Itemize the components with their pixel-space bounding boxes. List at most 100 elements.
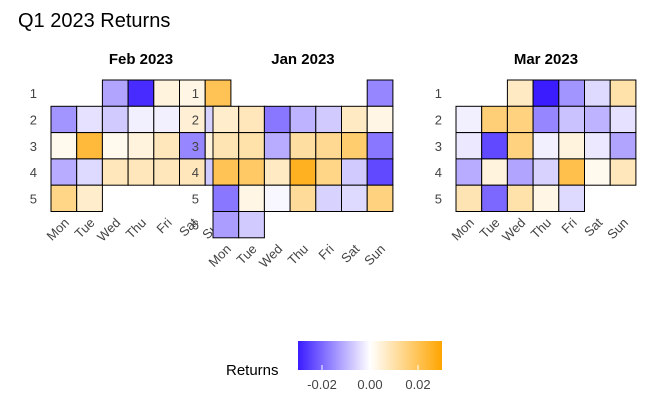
heatmap-cell xyxy=(76,184,103,212)
heatmap-cell xyxy=(76,158,103,186)
heatmap-cell xyxy=(481,105,508,134)
heatmap-cell xyxy=(506,79,534,107)
heatmap-cell xyxy=(127,132,155,160)
weekday-tick-label: Mon xyxy=(43,215,71,243)
weekday-tick-label: Thu xyxy=(123,215,149,241)
heatmap-cell xyxy=(609,158,637,186)
heatmap-cell xyxy=(50,184,78,212)
heatmap-cell xyxy=(263,158,291,186)
heatmap-cell xyxy=(238,105,265,134)
heatmap-cell xyxy=(584,132,611,160)
heatmap-cell xyxy=(366,184,394,212)
heatmap-cell xyxy=(289,158,317,186)
heatmap-cell xyxy=(609,105,637,134)
heatmap-cell xyxy=(481,184,508,212)
heatmap-cell xyxy=(101,105,129,134)
heatmap-cell xyxy=(609,132,637,160)
weekday-tick-label: Tue xyxy=(234,241,260,267)
heatmap-cell xyxy=(584,158,611,186)
heatmap-cell xyxy=(153,132,181,160)
heatmap-cell xyxy=(127,79,155,107)
heatmap-cell xyxy=(558,132,585,160)
heatmap-cell xyxy=(455,132,483,160)
facet-title: Mar 2023 xyxy=(514,51,578,68)
heatmap-cell xyxy=(584,105,611,134)
chart-title: Q1 2023 Returns xyxy=(18,10,170,32)
week-tick-label: 3 xyxy=(192,139,199,154)
heatmap-cell xyxy=(238,184,265,212)
weekday-tick-label: Wed xyxy=(256,241,285,270)
week-tick-label: 2 xyxy=(435,112,442,127)
heatmap-cell xyxy=(153,158,181,186)
heatmap-cell xyxy=(212,132,240,160)
week-tick-label: 2 xyxy=(30,112,37,127)
weekday-tick-label: Sun xyxy=(604,215,631,242)
heatmap-cell xyxy=(315,158,342,186)
heatmap-cell xyxy=(366,105,394,134)
heatmap-cell xyxy=(506,158,534,186)
weekday-tick-label: Wed xyxy=(499,215,528,244)
heatmap-cell xyxy=(341,184,368,212)
heatmap-cell xyxy=(584,79,611,107)
heatmap-cell xyxy=(101,132,129,160)
heatmap-cell xyxy=(532,184,560,212)
weekday-tick-label: Wed xyxy=(94,215,123,244)
heatmap-cell xyxy=(76,105,103,134)
week-tick-label: 5 xyxy=(30,191,37,206)
heatmap-cell xyxy=(127,158,155,186)
heatmap-cell xyxy=(315,184,342,212)
weekday-tick-label: Sat xyxy=(338,241,363,266)
week-tick-label: 5 xyxy=(435,191,442,206)
heatmap-cell xyxy=(455,184,483,212)
week-tick-label: 4 xyxy=(192,165,199,180)
heatmap-cell xyxy=(558,105,585,134)
heatmap-cell xyxy=(609,79,637,107)
heatmap-cell xyxy=(153,79,181,107)
heatmap-cell xyxy=(153,105,181,134)
heatmap-cell xyxy=(50,105,78,134)
week-tick-label: 2 xyxy=(192,112,199,127)
weekday-tick-label: Sun xyxy=(361,241,388,268)
week-tick-label: 4 xyxy=(30,165,37,180)
heatmap-cell xyxy=(76,132,103,160)
heatmap-cell xyxy=(455,158,483,186)
heatmap-cell xyxy=(558,79,585,107)
heatmap-cell xyxy=(263,105,291,134)
facets: Feb 202312345MonTueWedThuFriSatSunJan 20… xyxy=(30,51,637,271)
heatmap-cell xyxy=(50,158,78,186)
week-tick-label: 6 xyxy=(192,218,199,233)
legend-tick-label: 0.02 xyxy=(405,377,430,392)
legend-tick-label: -0.02 xyxy=(307,377,337,392)
week-tick-label: 5 xyxy=(192,191,199,206)
heatmap-cell xyxy=(263,184,291,212)
week-tick-label: 4 xyxy=(435,165,442,180)
weekday-tick-label: Mon xyxy=(205,241,233,269)
heatmap-cell xyxy=(558,158,585,186)
legend-title: Returns xyxy=(226,362,279,379)
heatmap-cell xyxy=(532,132,560,160)
facet-title: Jan 2023 xyxy=(271,51,334,68)
weekday-tick-label: Fri xyxy=(558,215,579,236)
heatmap-cell xyxy=(366,79,394,107)
weekday-tick-label: Mon xyxy=(448,215,476,243)
heatmap-cell xyxy=(238,158,265,186)
facet-title: Feb 2023 xyxy=(109,51,173,68)
heatmap-cell xyxy=(212,184,240,212)
heatmap-cell xyxy=(558,184,585,212)
heatmap-cell xyxy=(506,105,534,134)
heatmap-cell xyxy=(506,132,534,160)
heatmap-cell xyxy=(238,211,265,239)
heatmap-cell xyxy=(366,132,394,160)
heatmap-cell xyxy=(204,79,232,107)
heatmap-cell xyxy=(455,105,483,134)
heatmap-cell xyxy=(212,105,240,134)
heatmap-cell xyxy=(341,158,368,186)
heatmap-cell xyxy=(341,132,368,160)
heatmap-cell xyxy=(179,158,206,186)
heatmap-cell xyxy=(532,105,560,134)
heatmap-cell xyxy=(289,184,317,212)
heatmap-cell xyxy=(263,132,291,160)
